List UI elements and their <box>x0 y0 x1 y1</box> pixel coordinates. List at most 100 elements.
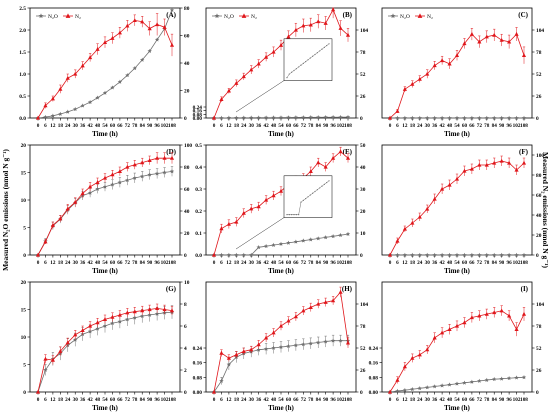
data-point-n2o <box>271 115 276 120</box>
data-point-n2o <box>477 252 482 257</box>
panel-label: (C) <box>518 11 528 19</box>
data-point-n2 <box>432 63 437 68</box>
data-point-n2 <box>462 168 467 173</box>
x-tick-label: 30 <box>73 260 79 266</box>
x-tick-label: 18 <box>58 123 64 129</box>
data-point-n2o <box>425 252 430 257</box>
x-tick-label: 42 <box>440 123 446 129</box>
x-tick-label: 54 <box>102 260 108 266</box>
data-point-n2o <box>439 115 445 120</box>
x-tick-label: 24 <box>241 397 247 403</box>
data-point-n2o <box>492 252 497 257</box>
x-tick-label: 36 <box>432 123 438 129</box>
data-point-n2o <box>477 378 482 383</box>
data-point-n2 <box>73 332 78 337</box>
x-axis-label: Time (h) <box>92 267 118 275</box>
left-tick-label: 0 <box>23 390 26 396</box>
data-point-n2o <box>219 252 224 257</box>
data-point-n2o <box>147 48 152 53</box>
x-tick-label: 24 <box>417 397 423 403</box>
panel-d: 0 6 12 18 24 30 36 42 48 54 60 66 72 78 84 90 96 102 108Ti… <box>21 143 193 275</box>
data-point-n2 <box>462 320 467 325</box>
inset-data-point <box>328 43 330 45</box>
data-point-n2o <box>345 114 351 119</box>
data-point-n2o <box>162 170 167 175</box>
left-tick-label: 2.0 <box>19 28 26 34</box>
x-tick-label: 36 <box>80 397 86 403</box>
data-point-n2 <box>484 34 489 39</box>
x-tick-label: 102 <box>513 123 521 129</box>
right-tick-label: 6 <box>184 324 187 330</box>
data-point-n2 <box>264 197 269 202</box>
data-point-n2 <box>162 155 167 160</box>
x-tick-label: 108 <box>168 123 176 129</box>
data-point-n2 <box>514 167 519 172</box>
legend-n2o-star-icon <box>214 13 220 19</box>
data-point-n2o <box>417 386 422 391</box>
data-point-n2 <box>345 32 351 37</box>
legend-n2-label: N₂ <box>251 14 257 20</box>
data-point-n2 <box>147 307 152 312</box>
data-point-n2 <box>432 196 437 201</box>
data-point-n2o <box>454 115 460 120</box>
data-point-n2 <box>80 63 85 68</box>
data-point-n2o <box>323 114 328 120</box>
x-tick-label: 18 <box>58 397 64 403</box>
left-tick-label: 2.5 <box>19 6 26 12</box>
inset-data-point <box>300 64 302 66</box>
data-point-n2o <box>256 347 261 352</box>
right-tick-label: 80 <box>184 6 190 12</box>
x-tick-label: 24 <box>241 260 247 266</box>
data-point-n2 <box>345 340 351 345</box>
data-point-n2 <box>219 350 224 355</box>
data-point-n2 <box>447 182 452 187</box>
series-line-n2 <box>37 157 172 256</box>
data-point-n2o <box>316 340 321 345</box>
data-point-n2o <box>514 375 519 380</box>
x-tick-label: 54 <box>102 123 108 129</box>
data-point-n2o <box>301 342 306 347</box>
data-point-n2 <box>293 27 298 32</box>
x-tick-label: 48 <box>271 123 277 129</box>
x-tick-label: 6 <box>220 397 223 403</box>
left-tick-label: 0.0 <box>195 253 202 259</box>
data-point-n2 <box>323 20 328 25</box>
legend-n2-triangle-icon <box>65 13 71 18</box>
inset-data-point <box>309 57 311 59</box>
x-tick-label: 18 <box>58 260 64 266</box>
x-tick-label: 54 <box>454 397 460 403</box>
inset-data-point <box>286 214 288 216</box>
x-tick-label: 18 <box>234 123 240 129</box>
data-point-n2 <box>387 115 393 120</box>
x-tick-label: 6 <box>44 397 47 403</box>
data-point-n2 <box>132 309 137 314</box>
right-tick-label: 0 <box>360 116 363 122</box>
x-tick-label: 84 <box>316 123 322 129</box>
data-point-n2o <box>169 7 175 13</box>
inset-data-point <box>321 48 323 50</box>
data-point-n2 <box>477 39 482 44</box>
data-point-n2 <box>484 162 489 167</box>
data-point-n2o <box>95 186 100 191</box>
right-axis-label: Measured N₂ emissions (nmol N g⁻¹) <box>541 152 550 269</box>
panel-label: (A) <box>166 11 176 19</box>
inset-data-point <box>291 71 293 73</box>
x-tick-label: 60 <box>110 260 116 266</box>
x-tick-label: 108 <box>168 397 176 403</box>
x-tick-label: 48 <box>271 397 277 403</box>
x-tick-label: 12 <box>402 260 408 266</box>
legend-n2-triangle-icon <box>417 13 423 18</box>
plot-frame <box>205 144 357 256</box>
inset-data-point <box>291 214 293 216</box>
x-tick-label: 24 <box>65 260 71 266</box>
x-tick-label: 0 <box>37 260 40 266</box>
x-tick-label: 48 <box>447 397 453 403</box>
right-tick-label: 4 <box>184 346 187 352</box>
x-tick-label: 24 <box>241 123 247 129</box>
data-point-n2 <box>226 88 231 93</box>
data-point-n2o <box>95 326 100 331</box>
data-point-n2o <box>499 252 504 257</box>
data-point-n2 <box>484 311 489 316</box>
panel-label: (E) <box>343 148 353 156</box>
data-point-n2 <box>447 327 452 331</box>
